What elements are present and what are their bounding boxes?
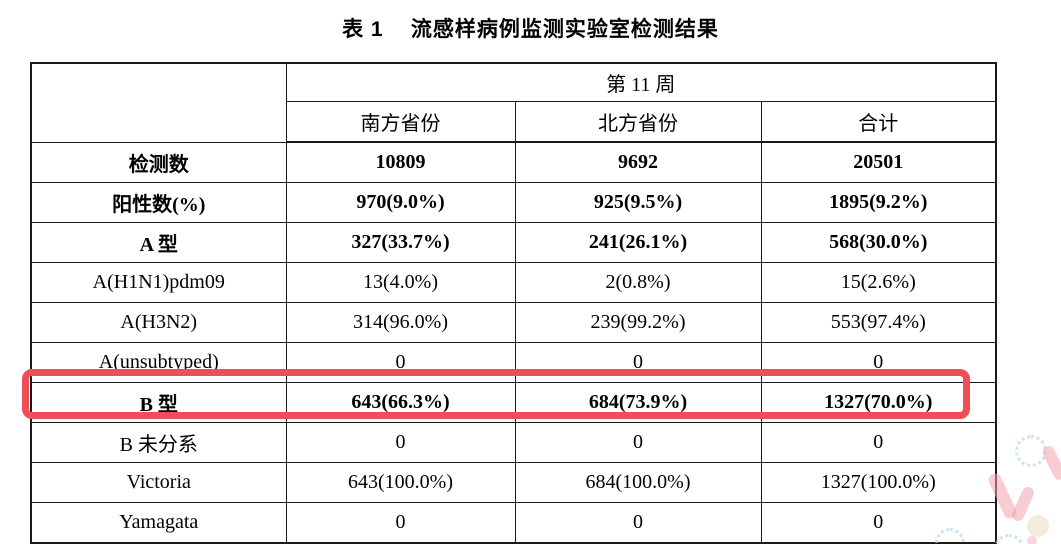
table-row-victoria: Victoria 643(100.0%) 684(100.0%) 1327(10… <box>30 462 997 503</box>
cell-total: 0 <box>760 342 997 383</box>
cell-total: 15(2.6%) <box>760 262 997 303</box>
cell-north: 0 <box>514 502 762 544</box>
row-label: A(H1N1)pdm09 <box>30 262 287 303</box>
cell-total: 568(30.0%) <box>760 222 997 263</box>
watermark-ring-icon <box>994 534 1024 544</box>
cell-south: 0 <box>285 342 516 383</box>
week-header-row: 第 11 周 <box>30 62 997 143</box>
watermark-brush-stroke-icon <box>1010 485 1036 523</box>
col-header-total: 合计 <box>760 101 997 143</box>
cell-north: 684(73.9%) <box>514 382 762 423</box>
cell-total: 0 <box>760 422 997 463</box>
row-label: A(H3N2) <box>30 302 287 343</box>
watermark-ring-icon <box>1015 435 1047 467</box>
col-header-north: 北方省份 <box>514 101 762 143</box>
cell-south: 0 <box>285 422 516 463</box>
cell-north: 9692 <box>514 141 762 183</box>
cell-north: 2(0.8%) <box>514 262 762 303</box>
cell-north: 0 <box>514 342 762 383</box>
cell-total: 20501 <box>760 141 997 183</box>
row-label: 阳性数(%) <box>30 182 287 223</box>
row-label: A 型 <box>30 222 287 263</box>
cell-south: 643(66.3%) <box>285 382 516 423</box>
row-label: Victoria <box>30 462 287 503</box>
table-row-type-a: A 型 327(33.7%) 241(26.1%) 568(30.0%) <box>30 222 997 263</box>
col-header-south: 南方省份 <box>285 101 516 143</box>
cell-north: 684(100.0%) <box>514 462 762 503</box>
cell-total: 1895(9.2%) <box>760 182 997 223</box>
table-row-yamagata: Yamagata 0 0 0 <box>30 502 997 544</box>
cell-total: 0 <box>760 502 997 544</box>
cell-south: 314(96.0%) <box>285 302 516 343</box>
influenza-results-table: 第 11 周 南方省份 北方省份 合计 检测数 10809 9692 20501… <box>30 62 998 544</box>
week-header-cell: 第 11 周 <box>285 62 997 102</box>
watermark-blob-icon <box>1027 515 1049 537</box>
cell-south: 13(4.0%) <box>285 262 516 303</box>
table-row-a-unsubtyped: A(unsubtyped) 0 0 0 <box>30 342 997 383</box>
watermark-brush-stroke-icon <box>1040 444 1061 482</box>
cell-south: 327(33.7%) <box>285 222 516 263</box>
cell-total: 553(97.4%) <box>760 302 997 343</box>
column-header-row: 南方省份 北方省份 合计 <box>31 101 997 143</box>
table-title: 表 1 流感样病例监测实验室检测结果 <box>342 18 719 41</box>
table-row-tested: 检测数 10809 9692 20501 <box>30 141 997 183</box>
row-label: B 型 <box>30 382 287 423</box>
cell-north: 239(99.2%) <box>514 302 762 343</box>
row-label: Yamagata <box>30 502 287 544</box>
cell-total: 1327(70.0%) <box>760 382 997 423</box>
table-row-type-b: B 型 643(66.3%) 684(73.9%) 1327(70.0%) <box>30 382 997 423</box>
cell-south: 10809 <box>285 141 516 183</box>
cell-north: 0 <box>514 422 762 463</box>
row-label: A(unsubtyped) <box>30 342 287 383</box>
cell-total: 1327(100.0%) <box>760 462 997 503</box>
table-row-h1n1pdm09: A(H1N1)pdm09 13(4.0%) 2(0.8%) 15(2.6%) <box>30 262 997 303</box>
table-row-h3n2: A(H3N2) 314(96.0%) 239(99.2%) 553(97.4%) <box>30 302 997 343</box>
table-row-positive: 阳性数(%) 970(9.0%) 925(9.5%) 1895(9.2%) <box>30 182 997 223</box>
watermark-dot-icon <box>1027 536 1037 544</box>
table-row-b-unsublineaged: B 未分系 0 0 0 <box>30 422 997 463</box>
cell-south: 0 <box>285 502 516 544</box>
cell-south: 970(9.0%) <box>285 182 516 223</box>
row-label: 检测数 <box>30 141 287 183</box>
corner-cell <box>30 62 287 143</box>
cell-north: 925(9.5%) <box>514 182 762 223</box>
cell-north: 241(26.1%) <box>514 222 762 263</box>
cell-south: 643(100.0%) <box>285 462 516 503</box>
row-label: B 未分系 <box>30 422 287 463</box>
